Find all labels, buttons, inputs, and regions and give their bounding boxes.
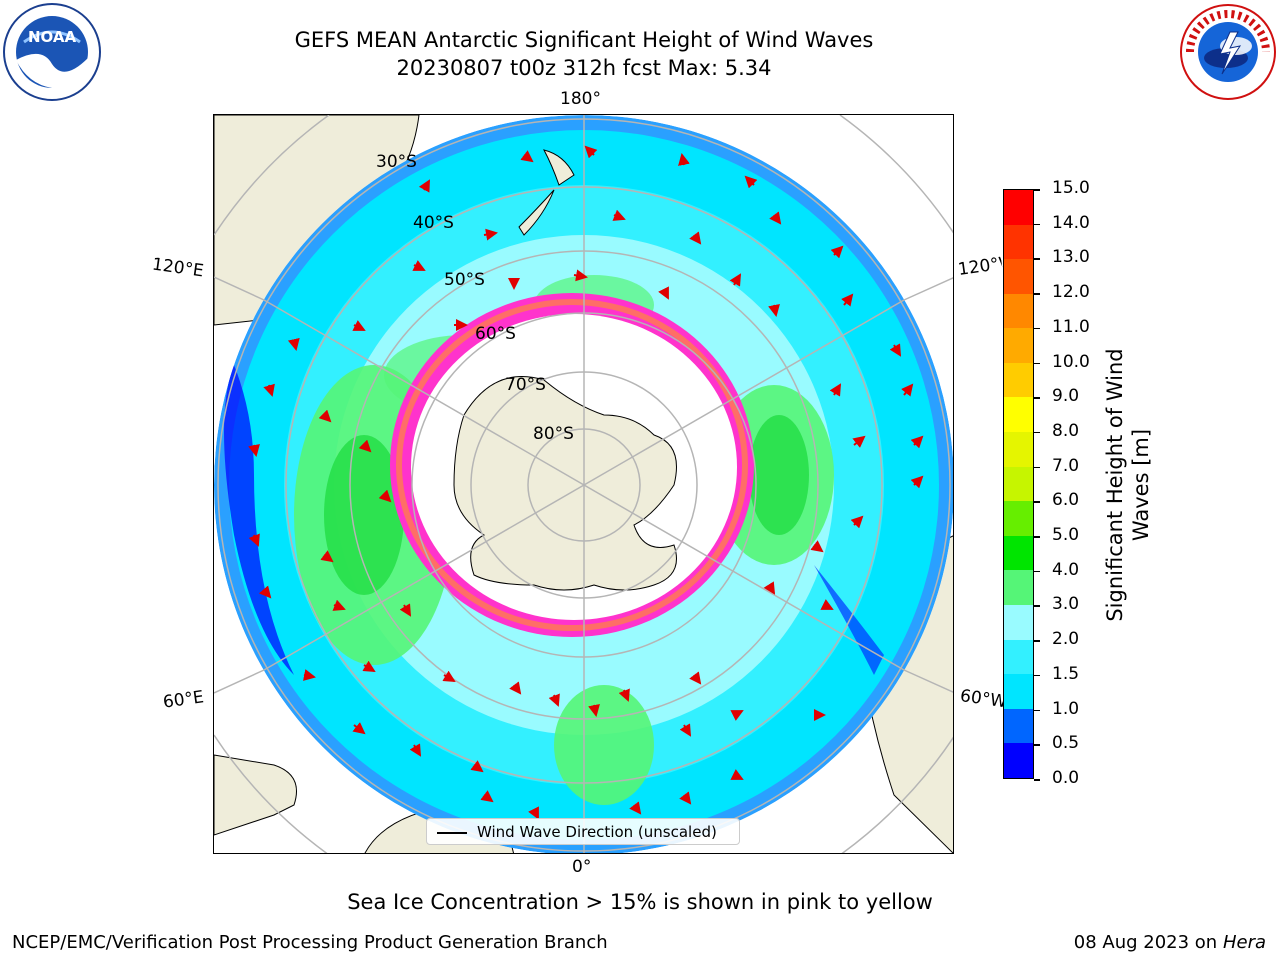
colorbar-tick-label: 9.0 — [1052, 386, 1080, 407]
colorbar-tick-label: 14.0 — [1052, 212, 1090, 233]
polar-map — [214, 115, 953, 853]
colorbar-tick-mark — [1034, 223, 1040, 226]
colorbar-segment — [1004, 708, 1033, 744]
colorbar-segment — [1004, 293, 1033, 329]
footer-date: 08 Aug 2023 on — [1073, 932, 1218, 953]
colorbar-tick-mark — [1034, 605, 1040, 607]
colorbar-tick-label: 10.0 — [1052, 351, 1090, 372]
map-legend: Wind Wave Direction (unscaled) — [426, 818, 740, 845]
colorbar-tick-mark — [1034, 570, 1040, 573]
colorbar-segment — [1004, 432, 1033, 467]
colorbar-segment — [1004, 535, 1033, 571]
colorbar-tick-mark — [1034, 362, 1040, 365]
colorbar-tick-label: 4.0 — [1052, 559, 1080, 580]
colorbar-tick-label: 13.0 — [1052, 247, 1090, 268]
colorbar-segment — [1004, 362, 1033, 398]
colorbar-segment — [1004, 639, 1033, 675]
colorbar-tick-mark — [1034, 501, 1040, 503]
colorbar-label-line1: Significant Height of Wind — [1103, 348, 1127, 622]
colorbar-tick-label: 5.0 — [1052, 525, 1080, 546]
colorbar — [1003, 189, 1034, 779]
lon-label-120e: 120°E — [150, 254, 205, 282]
chart-title: GEFS MEAN Antarctic Significant Height o… — [294, 28, 874, 52]
lat-label-60s: 60°S — [475, 324, 516, 344]
colorbar-tick-label: 15.0 — [1052, 178, 1090, 198]
colorbar-label-line2: Waves [m] — [1129, 428, 1153, 542]
colorbar-segment — [1004, 605, 1033, 640]
legend-line-swatch — [437, 832, 467, 834]
colorbar-tick-mark — [1034, 709, 1040, 712]
lon-label-180: 180° — [560, 89, 601, 109]
land-new-zealand — [518, 149, 575, 236]
footer-right: 08 Aug 2023 on Hera — [1074, 932, 1266, 953]
colorbar-segment — [1004, 328, 1033, 363]
colorbar-tick-label: 0.5 — [1052, 733, 1080, 754]
colorbar-tick-mark — [1034, 779, 1040, 781]
colorbar-tick-label: 0.0 — [1052, 768, 1080, 788]
colorbar-tick-label: 12.0 — [1052, 282, 1090, 303]
colorbar-tick-label: 8.0 — [1052, 420, 1080, 441]
colorbar-segment — [1004, 743, 1033, 778]
lat-label-80s: 80°S — [533, 424, 574, 444]
colorbar-segment — [1004, 189, 1033, 225]
wind-arrows — [248, 145, 924, 820]
lon-label-60w: 60°W — [958, 686, 1006, 712]
land-africa — [214, 754, 297, 836]
lat-label-70s: 70°S — [505, 375, 546, 395]
colorbar-tick-mark — [1034, 397, 1040, 399]
colorbar-tick-label: 3.0 — [1052, 594, 1080, 615]
colorbar-tick-label: 6.0 — [1052, 490, 1080, 511]
colorbar-segment — [1004, 466, 1033, 502]
colorbar-tick-label: 7.0 — [1052, 455, 1080, 476]
chart-subtitle: 20230807 t00z 312h fcst Max: 5.34 — [396, 56, 772, 80]
legend-label: Wind Wave Direction (unscaled) — [477, 823, 717, 841]
colorbar-tick-mark — [1034, 466, 1040, 469]
noaa-logo: NOAA — [3, 3, 101, 101]
colorbar-segment — [1004, 570, 1033, 606]
colorbar-segment — [1004, 259, 1033, 294]
land-antarctica — [453, 376, 677, 591]
colorbar-tick-mark — [1034, 189, 1040, 191]
noaa-logo-text: NOAA — [28, 28, 77, 46]
colorbar-tick-mark — [1034, 327, 1040, 330]
colorbar-segment — [1004, 674, 1033, 709]
lon-label-120w: 120°W — [956, 254, 1004, 280]
colorbar-tick-mark — [1034, 536, 1040, 538]
nws-logo — [1180, 4, 1276, 100]
lon-label-0: 0° — [572, 857, 592, 877]
colorbar-tick-label: 2.0 — [1052, 629, 1080, 650]
colorbar-label: Significant Height of Wind Waves [m] — [1102, 325, 1154, 645]
colorbar-segment — [1004, 501, 1033, 536]
colorbar-tick-mark — [1034, 293, 1040, 295]
colorbar-segment — [1004, 224, 1033, 260]
lat-label-30s: 30°S — [376, 152, 417, 172]
lon-label-60e: 60°E — [161, 687, 206, 713]
lat-label-40s: 40°S — [413, 213, 454, 233]
lat-label-50s: 50°S — [444, 270, 485, 290]
colorbar-tick-mark — [1034, 258, 1040, 260]
colorbar-tick-mark — [1034, 640, 1040, 642]
footer-host: Hera — [1222, 932, 1266, 953]
colorbar-segment — [1004, 397, 1033, 433]
footer-left: NCEP/EMC/Verification Post Processing Pr… — [12, 932, 608, 953]
colorbar-tick-mark — [1034, 744, 1040, 746]
ice-note: Sea Ice Concentration > 15% is shown in … — [347, 890, 933, 914]
colorbar-tick-label: 1.5 — [1052, 663, 1080, 684]
map-panel — [213, 114, 954, 854]
colorbar-tick-mark — [1034, 431, 1040, 434]
colorbar-tick-mark — [1034, 674, 1040, 677]
colorbar-tick-label: 11.0 — [1052, 316, 1090, 337]
colorbar-tick-label: 1.0 — [1052, 698, 1080, 719]
